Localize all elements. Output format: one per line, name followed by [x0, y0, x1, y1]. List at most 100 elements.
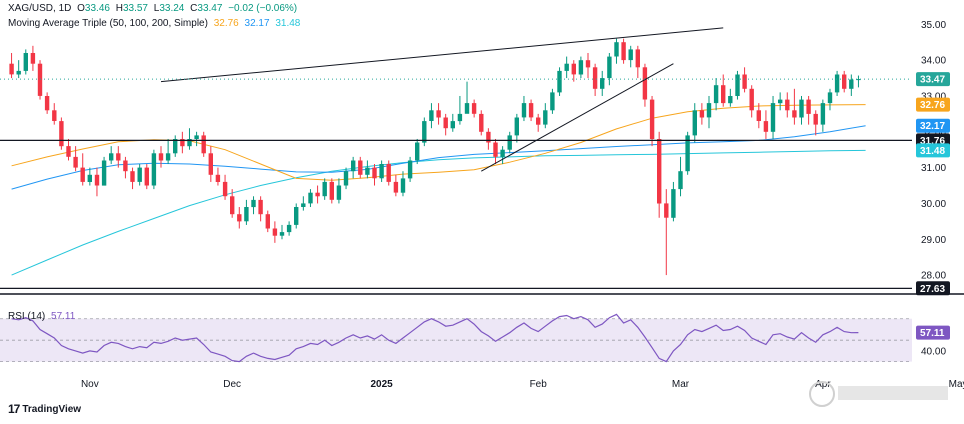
watermark — [809, 381, 948, 407]
tradingview-brand: TradingView — [22, 403, 82, 415]
candle-body — [500, 149, 505, 157]
time-axis-label: Apr — [815, 379, 831, 390]
time-axis-label: Nov — [81, 379, 99, 390]
price-label-text: 33.47 — [920, 75, 945, 86]
candle-body — [585, 60, 591, 68]
candle-body — [671, 189, 676, 218]
price-label-text: 31.48 — [920, 146, 945, 157]
candle-body — [400, 178, 406, 193]
ma200-value: 31.48 — [275, 18, 301, 29]
candle-body — [778, 99, 783, 104]
candle-body — [308, 192, 313, 204]
candle-body — [286, 224, 292, 233]
rsi-legend: RSI (14) 57.11 — [8, 311, 78, 322]
candle-body — [294, 207, 299, 225]
rsi-value-tag — [916, 325, 950, 340]
candle-body — [37, 63, 43, 96]
candle-body — [73, 156, 78, 168]
high-label: H — [115, 3, 123, 14]
grid — [0, 0, 964, 295]
candle-body — [173, 139, 178, 154]
candle-body — [379, 164, 384, 179]
candle-body — [101, 160, 107, 186]
price-pane-bg — [0, 0, 912, 293]
candle-body — [642, 67, 648, 100]
price-tick-label: 32.00 — [921, 127, 946, 138]
candle-body — [372, 167, 377, 179]
candle-body — [94, 174, 100, 186]
price-label-text: 32.17 — [920, 121, 945, 132]
candle-body — [329, 181, 334, 200]
candle-body — [222, 181, 228, 197]
candle-body — [144, 167, 149, 186]
candle-body — [706, 103, 712, 118]
candle-body — [315, 192, 320, 197]
rsi-tick-label: 40.00 — [921, 346, 946, 357]
candle-body — [258, 199, 263, 215]
candle-body — [521, 103, 527, 118]
annotation-lines — [0, 27, 912, 289]
candle-body — [215, 174, 221, 182]
tradingview-icon: 17 — [8, 402, 20, 416]
time-axis-label: Mar — [672, 379, 690, 390]
candle-body — [550, 92, 555, 111]
candle-body — [80, 167, 85, 182]
price-label-text: 31.76 — [920, 136, 945, 147]
candle-body — [16, 70, 21, 75]
candle-body — [194, 135, 199, 139]
price-tick-label: 28.00 — [921, 271, 946, 282]
candle-body — [52, 110, 57, 121]
price-label-text: 32.76 — [920, 100, 945, 111]
candle-body — [692, 110, 697, 136]
time-axis-label: 2025 — [371, 379, 394, 390]
candle-body — [806, 99, 811, 114]
ma200-line — [11, 149, 866, 276]
price-label-tag — [916, 97, 950, 112]
candle-body — [664, 203, 669, 218]
candle-body — [600, 78, 605, 89]
trendline — [160, 27, 724, 83]
candle-body — [842, 74, 847, 89]
candle-body — [486, 131, 491, 143]
candle-body — [735, 74, 740, 96]
candle-body — [386, 164, 391, 182]
candle-body — [849, 79, 854, 89]
trendline — [481, 63, 674, 172]
candle-body — [151, 153, 157, 186]
price-tick-label: 34.00 — [921, 56, 946, 67]
candle-body — [685, 135, 690, 172]
candle-body — [657, 139, 662, 204]
candle-body — [493, 142, 498, 157]
candle-body — [116, 153, 121, 161]
candle-body — [628, 49, 633, 61]
change-value: −0.02 (−0.06%) — [228, 3, 298, 14]
candle-body — [785, 99, 790, 111]
candle-body — [272, 228, 278, 236]
candle-body — [87, 174, 92, 182]
high-value: 33.57 — [122, 3, 148, 14]
candle-body — [450, 121, 455, 129]
candle-body — [279, 232, 285, 236]
candle-body — [471, 103, 477, 114]
price-tick-label: 31.00 — [921, 163, 946, 174]
candle-body — [66, 146, 71, 157]
candle-body — [230, 196, 235, 215]
tradingview-logo: 17 TradingView — [8, 402, 81, 416]
candle-body — [187, 139, 192, 147]
candle-body — [30, 53, 36, 64]
candle-body — [678, 171, 683, 190]
candle-body — [109, 153, 114, 161]
time-axis-label: Dec — [223, 379, 241, 390]
candle-body — [237, 214, 242, 222]
candle-body — [358, 160, 363, 175]
candle-body — [59, 121, 64, 147]
candle-body — [557, 70, 562, 93]
candle-body — [208, 153, 213, 175]
ma-title: Moving Average Triple (50, 100, 200, Sim… — [8, 18, 208, 29]
open-value: 33.46 — [84, 3, 110, 14]
rsi-value-tag-text: 57.11 — [920, 328, 945, 339]
candle-body — [592, 67, 598, 89]
candle-body — [571, 63, 576, 75]
